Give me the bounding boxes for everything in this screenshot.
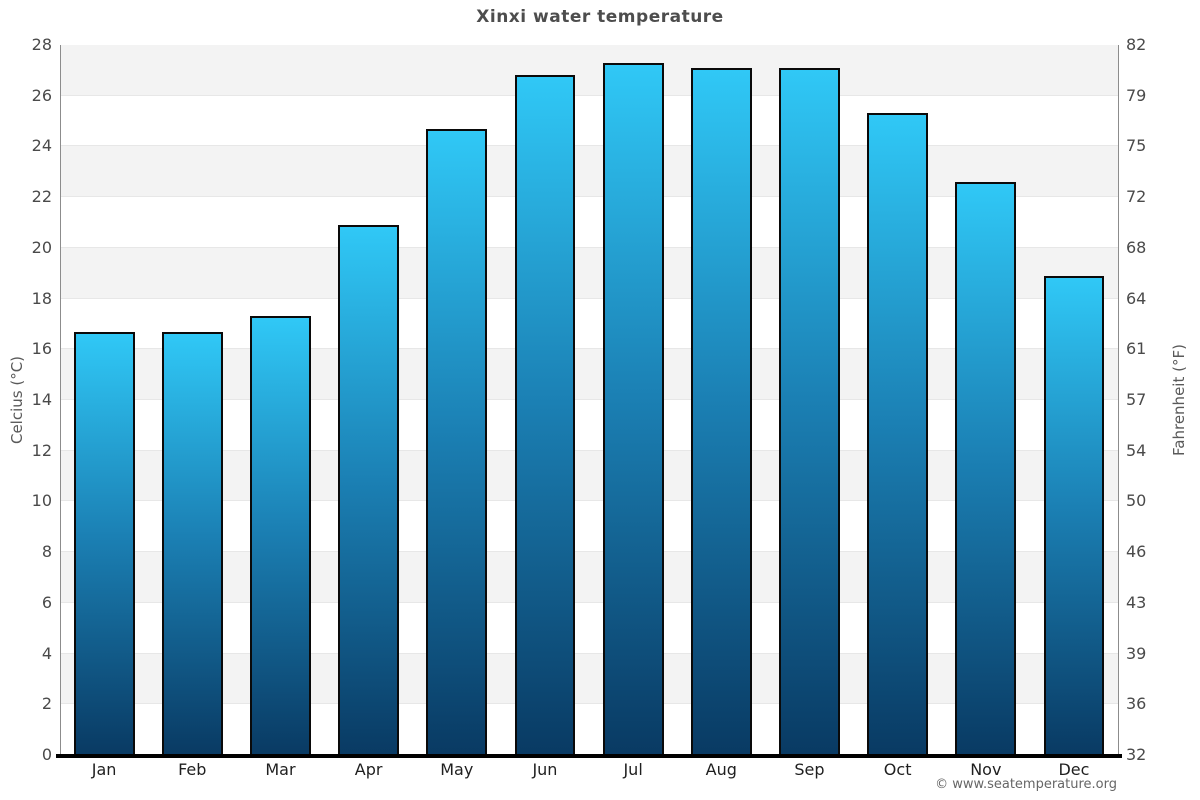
fahrenheit-tick-64: 64 (1126, 288, 1147, 308)
fahrenheit-tick-43: 43 (1126, 592, 1147, 612)
fahrenheit-tick-32: 32 (1126, 745, 1147, 764)
month-axis-labels: Jan Feb Mar Apr May Jun Jul Aug Sep Oct Nov Dec (60, 760, 1118, 779)
fahrenheit-tick-61: 61 (1126, 339, 1147, 359)
celsius-tick-28: 28 (31, 35, 52, 54)
chart-title: Xinxi water temperature (476, 7, 724, 27)
celsius-tick-12: 12 (31, 440, 52, 460)
bar-sep (779, 67, 840, 755)
month-label-jul: Jul (623, 760, 643, 779)
celsius-tick-10: 10 (31, 491, 52, 511)
bar-slot-feb (148, 45, 236, 755)
bar-slot-may (413, 45, 501, 755)
fahrenheit-tick-50: 50 (1126, 491, 1147, 511)
month-label-aug: Aug (705, 760, 737, 779)
bar-feb (161, 331, 223, 755)
fahrenheit-tick-79: 79 (1126, 85, 1147, 105)
grid-band (60, 450, 1118, 502)
bar-slot-mar (236, 45, 324, 755)
grid-band (60, 45, 1118, 96)
fahrenheit-tick-82: 82 (1126, 35, 1147, 54)
month-label-sep: Sep (794, 760, 825, 779)
x-axis-line (56, 754, 1122, 758)
bar-aug (690, 67, 752, 755)
bar-oct (867, 113, 929, 755)
month-label-oct: Oct (883, 760, 912, 779)
fahrenheit-tick-68: 68 (1126, 237, 1147, 257)
celsius-tick-16: 16 (31, 339, 52, 359)
celsius-tick-8: 8 (41, 542, 52, 562)
bar-mar (250, 316, 311, 755)
month-label-jun: Jun (532, 760, 558, 779)
fahrenheit-tick-72: 72 (1126, 187, 1147, 207)
month-label-feb: Feb (178, 760, 207, 779)
grid-band (60, 603, 1118, 654)
bar-slot-jun (501, 45, 589, 755)
fahrenheit-tick-labels: 32 36 39 43 46 50 54 57 61 64 68 72 75 79 82 (1126, 37, 1186, 763)
left-axis-spine (60, 45, 61, 755)
celsius-tick-2: 2 (41, 694, 52, 714)
grid-band (60, 349, 1118, 400)
fahrenheit-tick-57: 57 (1126, 390, 1147, 409)
y-axis-label-celsius: Celcius (°C) (8, 355, 26, 445)
plot-area (60, 45, 1118, 755)
fahrenheit-tick-54: 54 (1126, 440, 1147, 460)
bar-jul (602, 62, 664, 755)
celsius-tick-24: 24 (31, 136, 52, 156)
bar-dec (1043, 275, 1105, 755)
fahrenheit-tick-75: 75 (1126, 136, 1147, 156)
grid-band (60, 400, 1118, 451)
bar-jan (73, 331, 135, 755)
grid-band (60, 501, 1118, 553)
bar-slot-dec (1030, 45, 1118, 755)
grid-band (60, 247, 1118, 299)
bar-slot-sep (765, 45, 853, 755)
grid-band (60, 552, 1118, 603)
month-label-mar: Mar (265, 760, 296, 779)
bar-slot-oct (854, 45, 942, 755)
month-label-dec: Dec (1058, 760, 1090, 779)
bar-slot-jan (60, 45, 148, 755)
celsius-tick-26: 26 (31, 85, 52, 105)
fahrenheit-tick-39: 39 (1126, 643, 1147, 663)
celsius-tick-labels: 0 2 4 6 8 10 12 14 16 18 20 22 24 26 28 (0, 37, 52, 763)
bar-apr (338, 225, 400, 755)
bar-nov (955, 181, 1017, 755)
right-axis-spine (1118, 45, 1119, 755)
copyright-credit: © www.seatemperature.org (935, 777, 1117, 792)
bar-may (426, 128, 488, 755)
bar-series (60, 45, 1118, 755)
fahrenheit-tick-36: 36 (1126, 694, 1147, 714)
bar-slot-apr (325, 45, 413, 755)
celsius-tick-18: 18 (31, 288, 52, 308)
bar-slot-nov (942, 45, 1030, 755)
celsius-tick-22: 22 (31, 187, 52, 207)
grid-band (60, 299, 1118, 350)
grid-band (60, 146, 1118, 198)
celsius-tick-14: 14 (31, 390, 52, 409)
month-label-apr: Apr (354, 760, 383, 779)
grid-band (60, 653, 1118, 705)
celsius-tick-6: 6 (41, 592, 52, 612)
month-label-nov: Nov (970, 760, 1002, 779)
celsius-tick-4: 4 (41, 643, 52, 663)
month-label-jan: Jan (91, 760, 117, 779)
bar-jun (514, 75, 576, 755)
fahrenheit-tick-46: 46 (1126, 542, 1147, 562)
celsius-tick-20: 20 (31, 237, 52, 257)
y-axis-label-fahrenheit: Fahrenheit (°F) (1170, 344, 1188, 456)
grid-band (60, 197, 1118, 248)
celsius-tick-0: 0 (41, 745, 52, 764)
bar-slot-jul (589, 45, 677, 755)
bar-slot-aug (677, 45, 765, 755)
month-label-may: May (440, 760, 474, 779)
grid-band (60, 96, 1118, 147)
